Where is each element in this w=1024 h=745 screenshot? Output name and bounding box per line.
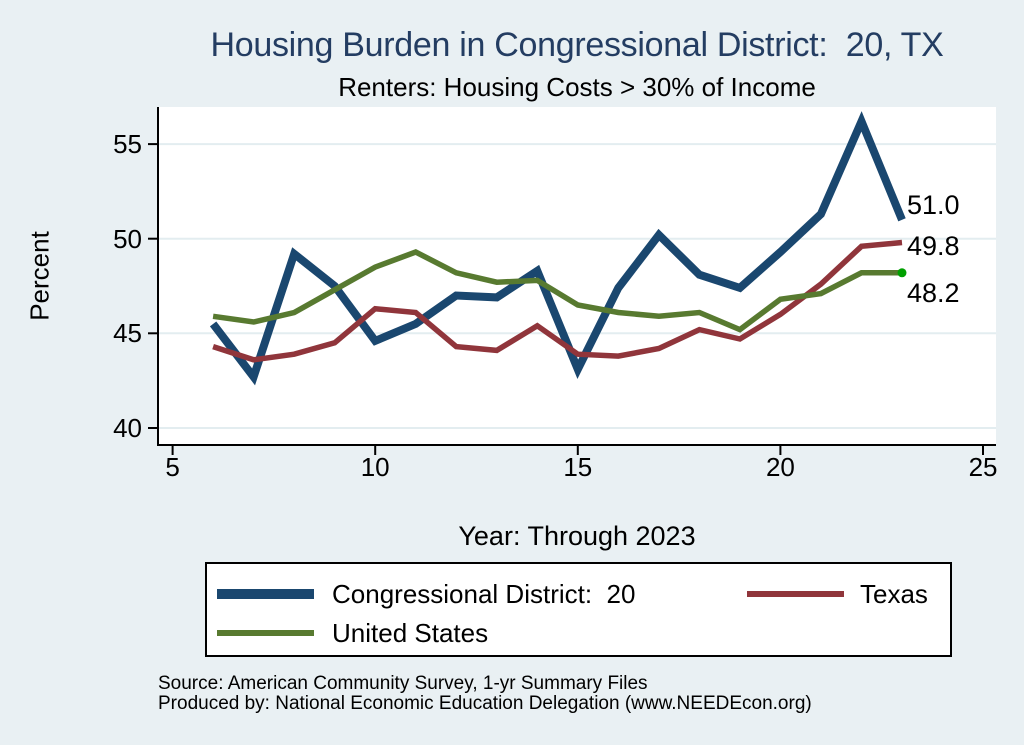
source-line-2: Produced by: National Economic Education… <box>158 693 812 714</box>
series-line-texas <box>212 239 903 363</box>
chart-title: Housing Burden in Congressional District… <box>210 26 944 64</box>
x-tick-label: 15 <box>563 452 593 482</box>
y-tick-label: 40 <box>113 412 142 443</box>
end-value-label-us: 48.2 <box>907 278 960 308</box>
legend-swatch-district <box>217 589 314 599</box>
legend-label-district: Congressional District: 20 <box>332 579 636 609</box>
end-point-marker <box>897 268 907 278</box>
y-tick-label: 55 <box>113 129 142 160</box>
y-axis-title: Percent <box>24 231 55 321</box>
legend-label-texas: Texas <box>860 579 928 609</box>
source-line-1: Source: American Community Survey, 1-yr … <box>158 673 648 694</box>
legend-swatch-texas <box>747 591 844 597</box>
end-value-label-district: 51.0 <box>907 190 960 220</box>
y-tick-label: 50 <box>113 223 142 254</box>
x-tick-label: 10 <box>360 452 390 482</box>
chart-subtitle: Renters: Housing Costs > 30% of Income <box>338 72 816 102</box>
x-axis-title: Year: Through 2023 <box>458 521 696 551</box>
y-tick-label: 45 <box>113 318 142 349</box>
legend-label-us: United States <box>332 618 489 648</box>
end-value-label-texas: 49.8 <box>907 231 960 261</box>
source-note: Source: American Community Survey, 1-yr … <box>158 674 812 714</box>
legend: Congressional District: 20 Texas United … <box>205 562 952 657</box>
x-tick-label: 5 <box>165 452 180 482</box>
legend-swatch-us <box>217 630 314 636</box>
series-line-district <box>209 111 906 386</box>
series-line-us <box>212 248 902 333</box>
x-tick-label: 25 <box>968 452 998 482</box>
x-tick-label: 20 <box>765 452 795 482</box>
